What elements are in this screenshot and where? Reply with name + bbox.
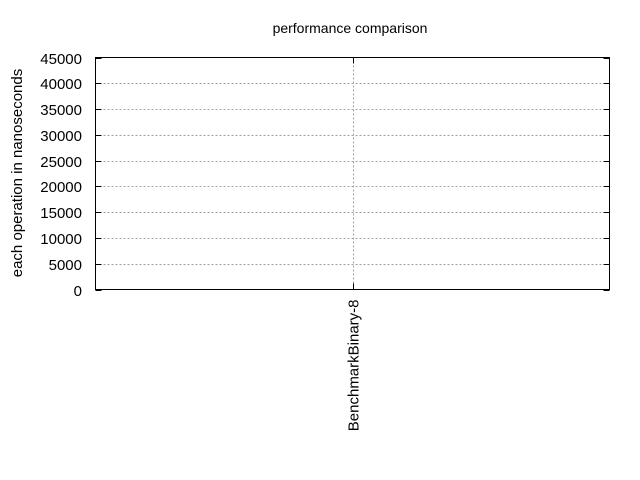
- y-tick-label: 20000: [40, 179, 82, 196]
- y-tick-label: 25000: [40, 154, 82, 171]
- y-tick-label: 5000: [49, 257, 82, 274]
- y-tick-label: 40000: [40, 76, 82, 93]
- y-axis-ticks: 0 5000 10000 15000 20000 25000 30000 35000 40000…: [40, 51, 610, 300]
- y-axis-label: each operation in nanoseconds: [9, 69, 26, 278]
- y-tick-label: 0: [74, 283, 82, 300]
- y-tick-label: 10000: [40, 231, 82, 248]
- chart-title: performance comparison: [273, 20, 428, 36]
- x-axis-ticks: BenchmarkBinary-8: [346, 57, 363, 432]
- y-tick-label: 30000: [40, 128, 82, 145]
- y-tick-label: 35000: [40, 102, 82, 119]
- plot-frame: [95, 57, 610, 290]
- y-tick-label: 15000: [40, 205, 82, 222]
- grid-layer: [95, 57, 610, 290]
- x-tick-label: BenchmarkBinary-8: [346, 300, 363, 432]
- y-tick-label: 45000: [40, 51, 82, 68]
